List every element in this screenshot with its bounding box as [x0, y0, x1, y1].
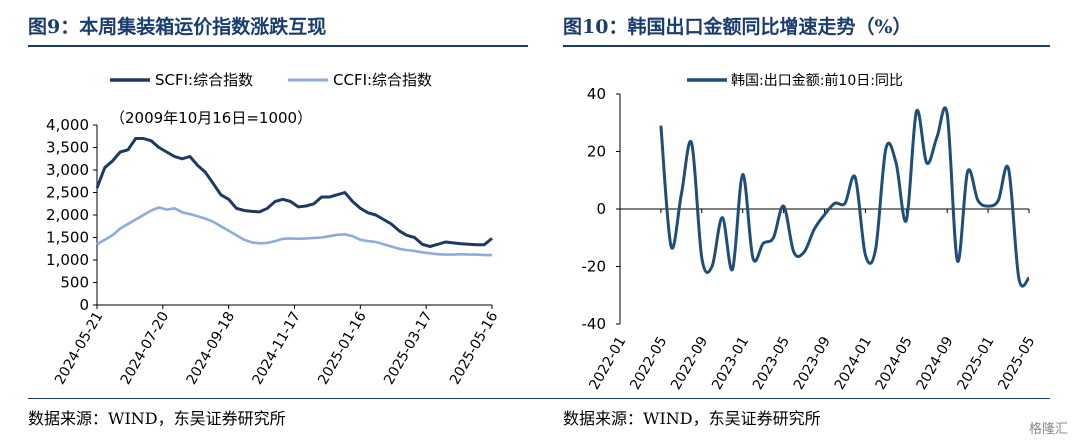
right-x-tick-label: 2025-01: [954, 334, 997, 393]
left-x-tick-label: 2024-09-18: [184, 309, 239, 387]
watermark-logo: 格隆汇: [1028, 422, 1068, 437]
korea-export-yoy-line: [659, 106, 1031, 288]
legend-label-ccfi: CCFI:综合指数: [333, 71, 432, 89]
scfi-ccfi-chart: 0 500 1,000 1,500 2,000 2,500 3,000 3,500 4,000 2…: [46, 71, 502, 388]
korea-export-chart: -40-20020402022-012022-052022-092023-012…: [582, 72, 1039, 393]
left-x-tick-label: 2024-07-20: [118, 309, 173, 387]
right-x-tick-label: 2025-05: [995, 334, 1038, 393]
left-title-rule: [28, 45, 528, 47]
left-y-tick-label: 0: [79, 296, 89, 314]
right-x-tick-label: 2022-09: [668, 334, 711, 393]
left-x-tick-label: 2024-05-21: [52, 309, 107, 387]
right-x-tick-label: 2024-01: [832, 334, 875, 393]
right-x-tick-label: 2023-09: [791, 334, 834, 393]
scfi-series-line: [95, 137, 493, 248]
left-x-tick-label: 2025-01-16: [315, 309, 370, 388]
base-date-annotation: （2009年10月16日=1000）: [110, 109, 312, 127]
left-x-tick-label: 2025-03-17: [381, 309, 436, 387]
right-chart-title: 图10：韩国出口金额同比增速走势（%）: [563, 16, 912, 38]
left-y-tick-label: 2,000: [46, 206, 89, 224]
left-source-note: 数据来源：WIND，东吴证券研究所: [28, 409, 286, 428]
right-y-tick-label: 0: [596, 200, 606, 218]
right-source-note: 数据来源：WIND，东吴证券研究所: [563, 409, 821, 428]
right-x-tick-label: 2024-05: [873, 334, 916, 393]
left-y-tick-label: 500: [60, 274, 89, 292]
left-y-tick-label: 3,000: [46, 161, 89, 179]
ccfi-series-line: [96, 206, 492, 257]
left-y-tick-label: 4,000: [46, 116, 89, 134]
right-x-tick-label: 2023-05: [750, 334, 793, 393]
right-y-tick-label: 40: [587, 85, 606, 103]
legend-label-scfi: SCFI:综合指数: [155, 71, 253, 89]
legend-label-korea-export: 韩国:出口金额:前10日:同比: [731, 72, 903, 89]
left-x-tick-label: 2025-05-16: [447, 309, 502, 388]
footer-divider: [28, 398, 1050, 399]
right-x-tick-label: 2024-09: [914, 334, 957, 393]
right-x-tick-label: 2022-05: [627, 334, 670, 393]
right-y-tick-label: -40: [582, 315, 607, 333]
left-x-tick-label: 2024-11-17: [249, 309, 304, 387]
right-title-rule: [563, 45, 1050, 47]
left-y-tick-label: 1,000: [46, 251, 89, 269]
left-y-tick-label: 2,500: [46, 184, 89, 202]
right-x-tick-label: 2023-01: [709, 334, 752, 393]
right-y-tick-label: -20: [582, 258, 607, 276]
left-y-tick-label: 1,500: [46, 229, 89, 247]
left-y-tick-label: 3,500: [46, 139, 89, 157]
right-y-tick-label: 20: [587, 143, 606, 161]
left-chart-title: 图9：本周集装箱运价指数涨跌互现: [28, 16, 327, 38]
right-x-tick-label: 2022-01: [586, 334, 629, 393]
